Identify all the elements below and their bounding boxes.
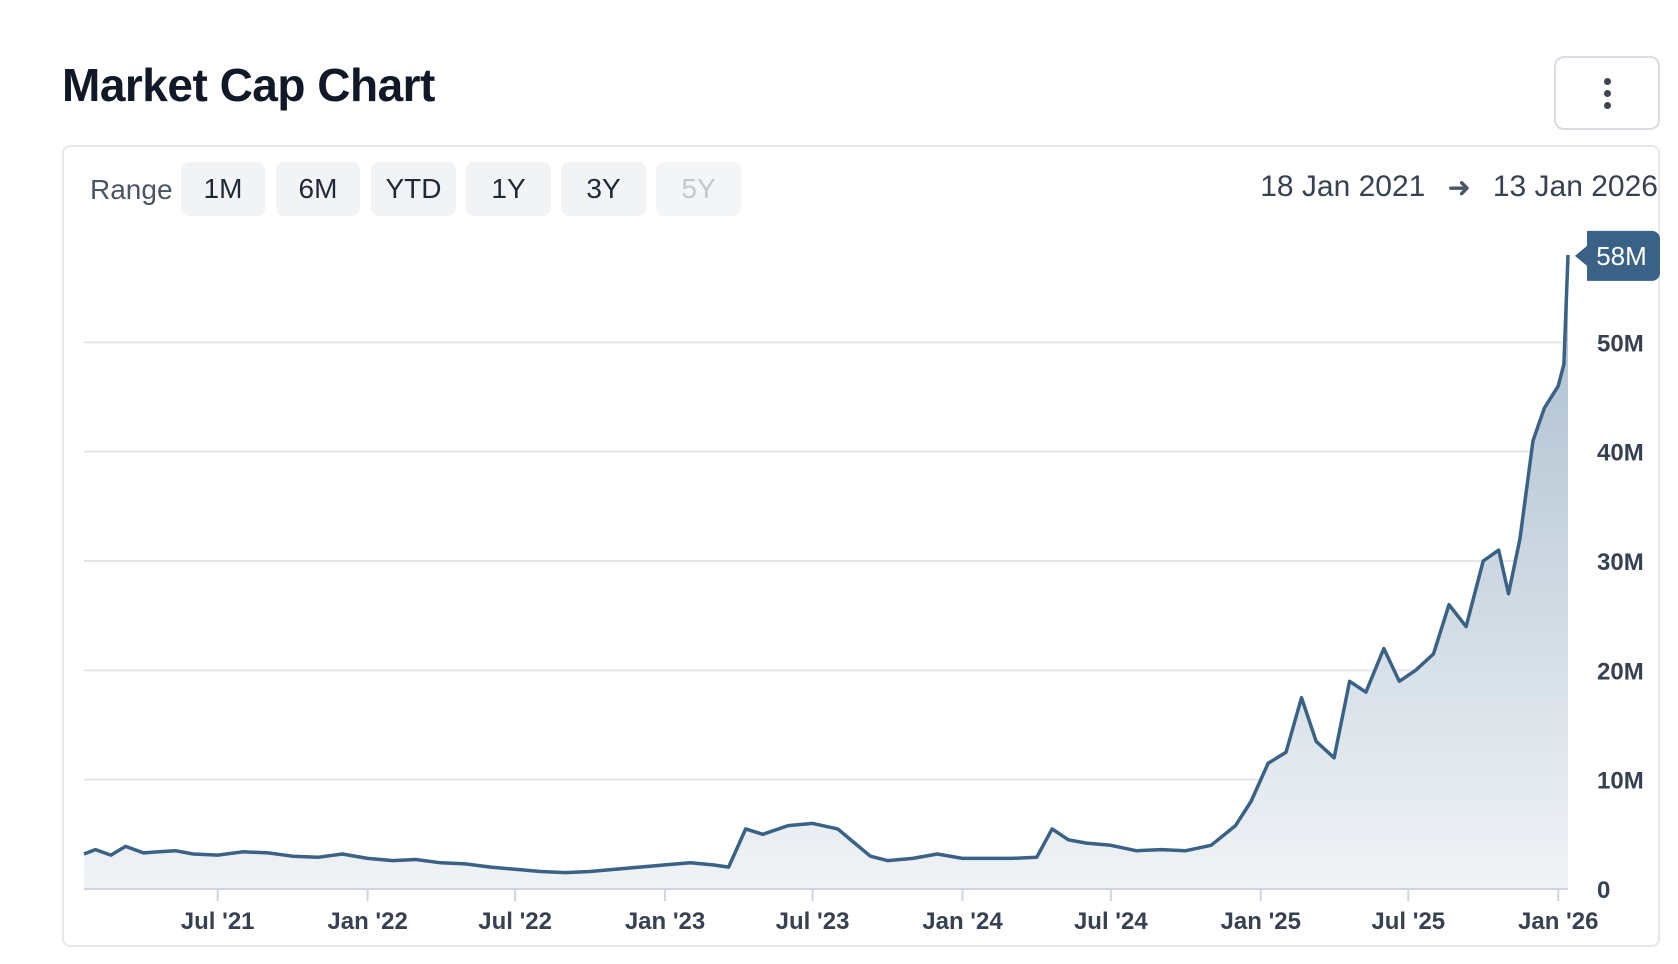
range-label: Range xyxy=(90,174,173,205)
range-3y-button[interactable]: 3Y xyxy=(561,162,646,216)
more-vertical-icon-dot-2 xyxy=(1603,89,1611,97)
more-vertical-icon xyxy=(1603,77,1611,85)
range-ytd-button[interactable]: YTD xyxy=(371,162,456,216)
date-range-start[interactable]: 18 Jan 2021 xyxy=(1260,170,1426,203)
range-1y-button[interactable]: 1Y xyxy=(466,162,551,216)
x-tick-label: Jan '24 xyxy=(922,908,1003,935)
x-tick-label: Jan '23 xyxy=(625,908,705,935)
arrow-right-icon: ➜ xyxy=(1447,171,1471,203)
more-vertical-icon-dot-3 xyxy=(1603,101,1611,109)
y-tick-label: 50M xyxy=(1597,330,1644,357)
page-title: Market Cap Chart xyxy=(62,59,435,111)
x-tick-label: Jul '21 xyxy=(181,908,255,935)
more-options-button[interactable] xyxy=(1554,56,1660,130)
date-range-end[interactable]: 13 Jan 2026 xyxy=(1492,170,1658,203)
x-tick-label: Jan '25 xyxy=(1221,908,1301,935)
x-tick-label: Jan '26 xyxy=(1518,908,1598,935)
date-range: 18 Jan 2021 ➜ 13 Jan 2026 xyxy=(1260,170,1658,204)
range-5y-button: 5Y xyxy=(656,162,741,216)
x-tick-label: Jul '22 xyxy=(478,908,552,935)
x-tick-label: Jul '23 xyxy=(776,908,850,935)
y-tick-label: 10M xyxy=(1597,768,1644,795)
range-1m-button[interactable]: 1M xyxy=(181,162,265,216)
x-tick-label: Jul '24 xyxy=(1074,908,1148,935)
y-tick-label: 0 xyxy=(1597,877,1610,904)
range-6m-button[interactable]: 6M xyxy=(276,162,360,216)
y-tick-label: 30M xyxy=(1597,549,1644,576)
x-tick-label: Jul '25 xyxy=(1371,908,1445,935)
y-tick-label: 20M xyxy=(1597,658,1644,685)
series-area xyxy=(84,254,1568,889)
y-tick-label: 40M xyxy=(1597,440,1644,467)
last-value-badge xyxy=(1575,230,1660,281)
x-tick-label: Jan '22 xyxy=(327,908,407,935)
last-value-label: 58M xyxy=(1596,241,1647,271)
series-line xyxy=(83,254,1570,875)
